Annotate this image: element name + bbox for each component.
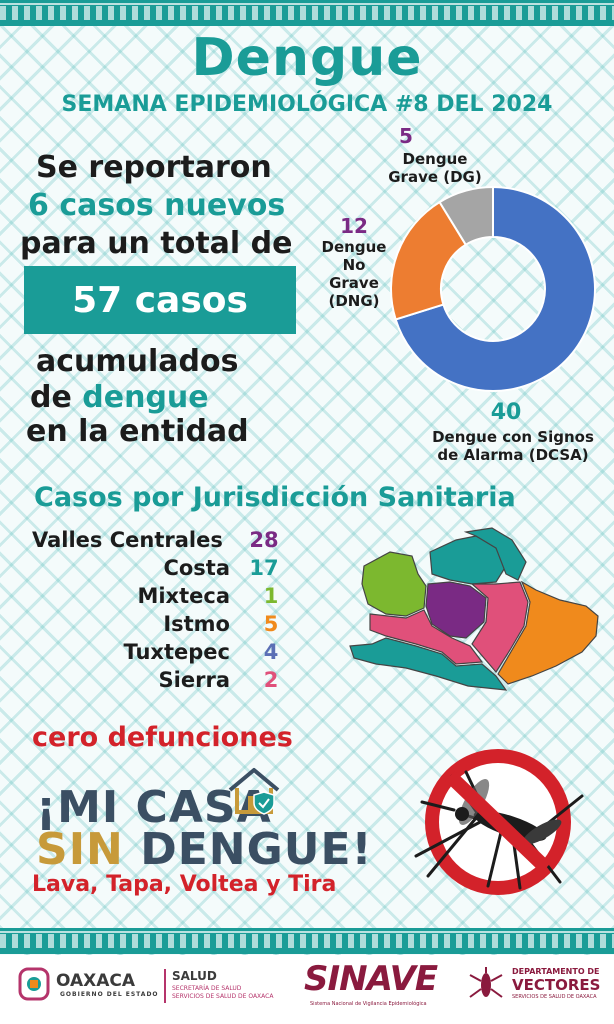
summary-dengue-word: dengue (82, 380, 209, 415)
dng-label-line-1: Dengue (321, 238, 387, 256)
vectores-line-3: SERVICIOS DE SALUD DE OAXACA (512, 994, 597, 1000)
tagline: Lava, Tapa, Voltea y Tira (32, 872, 337, 897)
slogan-line-2: SIN DENGUE! (36, 824, 373, 875)
slice-dcsa (394, 185, 596, 392)
patterned-background (0, 0, 614, 960)
no-mosquito-icon (414, 749, 584, 895)
mosquito-logo-icon (469, 967, 503, 998)
dng-label: Dengue No Grave (DNG) (306, 238, 402, 310)
jurisdiction-value: 5 (263, 612, 279, 636)
vectores-line-2: VECTORES (512, 976, 601, 994)
summary-new-cases: 6 casos nuevos (28, 188, 286, 223)
summary-de: de (30, 380, 83, 415)
summary-line-6: en la entidad (26, 414, 249, 449)
map-region-istmo (497, 580, 599, 685)
map-region-costa (349, 637, 508, 691)
map-region-tuxtepec (463, 527, 527, 581)
map-region-sierra-sur (369, 609, 484, 665)
jurisdiction-name: Mixteca (137, 584, 230, 608)
total-cases: 57 casos (72, 280, 248, 321)
summary-line-3: para un total de (20, 226, 293, 261)
sinave-logo-text: SINAVE (304, 959, 438, 999)
map-region-mixteca (361, 551, 427, 617)
map-region-sierra-east (470, 581, 529, 674)
dng-label-line-2: No (342, 256, 366, 274)
dcsa-label-line-2: de Alarma (DCSA) (437, 446, 589, 464)
dg-label-line-1: Dengue (402, 150, 468, 168)
jurisdiction-value: 28 (249, 528, 279, 552)
map-region-valles-centrales (425, 581, 487, 639)
dng-label-line-4: (DNG) (328, 292, 380, 310)
dng-label-line-3: Grave (329, 274, 379, 292)
dcsa-label-line-1: Dengue con Signos (432, 428, 594, 446)
salud-logo-text: SALUD (172, 969, 217, 983)
jurisdiction-value: 17 (249, 556, 279, 580)
dcsa-label: Dengue con Signos de Alarma (DCSA) (420, 428, 606, 464)
dg-label: Dengue Grave (DG) (376, 150, 494, 186)
jurisdictions-title: Casos por Jurisdicción Sanitaria (34, 482, 516, 513)
summary-line-4: acumulados (36, 344, 239, 379)
bottom-border-band (0, 928, 614, 954)
map-region-sierra-norte (429, 535, 507, 585)
footer-divider (164, 969, 166, 1003)
oaxaca-logo-text: OAXACA (56, 971, 136, 991)
oaxaca-logo-subtext: GOBIERNO DEL ESTADO (60, 991, 159, 998)
summary-line-5: de dengue (30, 380, 209, 415)
dng-value-label: 12 (340, 214, 368, 238)
page-title: Dengue (191, 28, 423, 88)
summary-line-1: Se reportaron (36, 150, 272, 185)
jurisdiction-name: Sierra (158, 668, 230, 692)
oaxaca-seal-icon (18, 967, 50, 1001)
slice-dng (390, 200, 468, 321)
jurisdiction-name: Valles Centrales (32, 528, 223, 552)
jurisdiction-name: Tuxtepec (123, 640, 230, 664)
jurisdiction-name: Istmo (163, 612, 230, 636)
jurisdiction-name: Costa (163, 556, 230, 580)
dg-value-label: 5 (399, 124, 413, 148)
vectores-line-1: DEPARTAMENTO DE (512, 967, 600, 976)
top-border-band (0, 0, 614, 26)
slice-dg (438, 185, 494, 247)
house-shield-icon (228, 768, 280, 815)
footer-logos: OAXACA GOBIERNO DEL ESTADO SALUD SECRETA… (0, 955, 614, 1024)
slogan-sin: SIN (36, 824, 141, 875)
jurisdiction-value: 4 (263, 640, 279, 664)
zero-deaths-message: cero defunciones (32, 722, 293, 753)
epidemiological-week: SEMANA EPIDEMIOLÓGICA #8 DEL 2024 (61, 92, 553, 117)
slogan-dengue: DENGUE! (140, 824, 373, 875)
donut-chart (390, 185, 596, 392)
oaxaca-regions-map (349, 527, 599, 691)
sinave-logo-subtext: Sistema Nacional de Vigilancia Epidemiol… (310, 1001, 427, 1007)
dg-label-line-2: Grave (DG) (388, 168, 482, 186)
dcsa-value-label: 40 (490, 400, 522, 425)
salud-sub-1: SECRETARÍA DE SALUD (172, 985, 242, 992)
jurisdiction-value: 1 (263, 584, 279, 608)
total-cases-box (24, 266, 296, 334)
jurisdiction-value: 2 (263, 668, 279, 692)
salud-sub-2: SERVICIOS DE SALUD DE OAXACA (172, 993, 274, 1000)
